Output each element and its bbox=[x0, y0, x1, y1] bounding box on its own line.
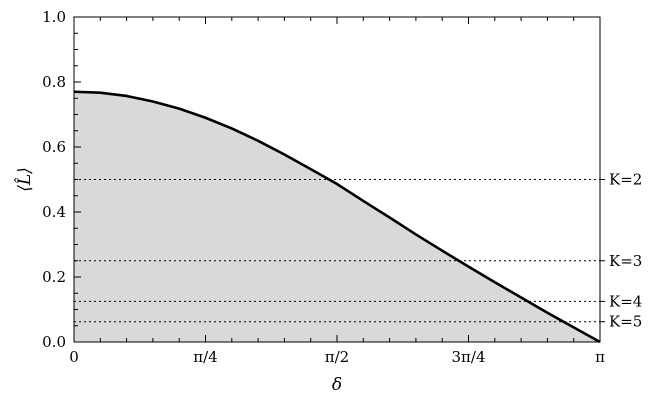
y-tick-label: 0.0 bbox=[42, 333, 66, 351]
y-tick-label: 0.2 bbox=[42, 268, 66, 286]
reference-label: K=5 bbox=[609, 313, 642, 331]
y-tick-label: 0.6 bbox=[42, 138, 66, 156]
reference-label: K=2 bbox=[609, 171, 642, 189]
area-layer bbox=[74, 91, 600, 342]
x-tick-label: π bbox=[595, 348, 605, 366]
x-tick-labels: 0 π/4 π/2 3π/4 π bbox=[69, 348, 605, 366]
series-line bbox=[73, 90, 601, 344]
y-axis-title: ⟨L̂⟩ bbox=[15, 167, 35, 192]
x-tick-label: 3π/4 bbox=[451, 348, 485, 366]
y-tick-label: 1.0 bbox=[42, 8, 66, 26]
y-tick-label: 0.4 bbox=[42, 203, 66, 221]
y-tick-label: 0.8 bbox=[42, 73, 66, 91]
reference-labels: K=2 K=3 K=4 K=5 bbox=[609, 171, 642, 331]
x-tick-label: 0 bbox=[69, 348, 79, 366]
reference-label: K=3 bbox=[609, 252, 642, 270]
y-tick-labels: 0.0 0.2 0.4 0.6 0.8 1.0 bbox=[42, 8, 66, 351]
x-tick-label: π/4 bbox=[193, 348, 217, 366]
curve-layer bbox=[73, 90, 601, 344]
tick-marks bbox=[73, 16, 601, 343]
reference-lines bbox=[74, 179, 605, 323]
x-axis-title: δ bbox=[332, 375, 342, 395]
area-fill bbox=[74, 91, 600, 342]
reference-label: K=4 bbox=[609, 292, 642, 310]
x-tick-label: π/2 bbox=[325, 348, 349, 366]
